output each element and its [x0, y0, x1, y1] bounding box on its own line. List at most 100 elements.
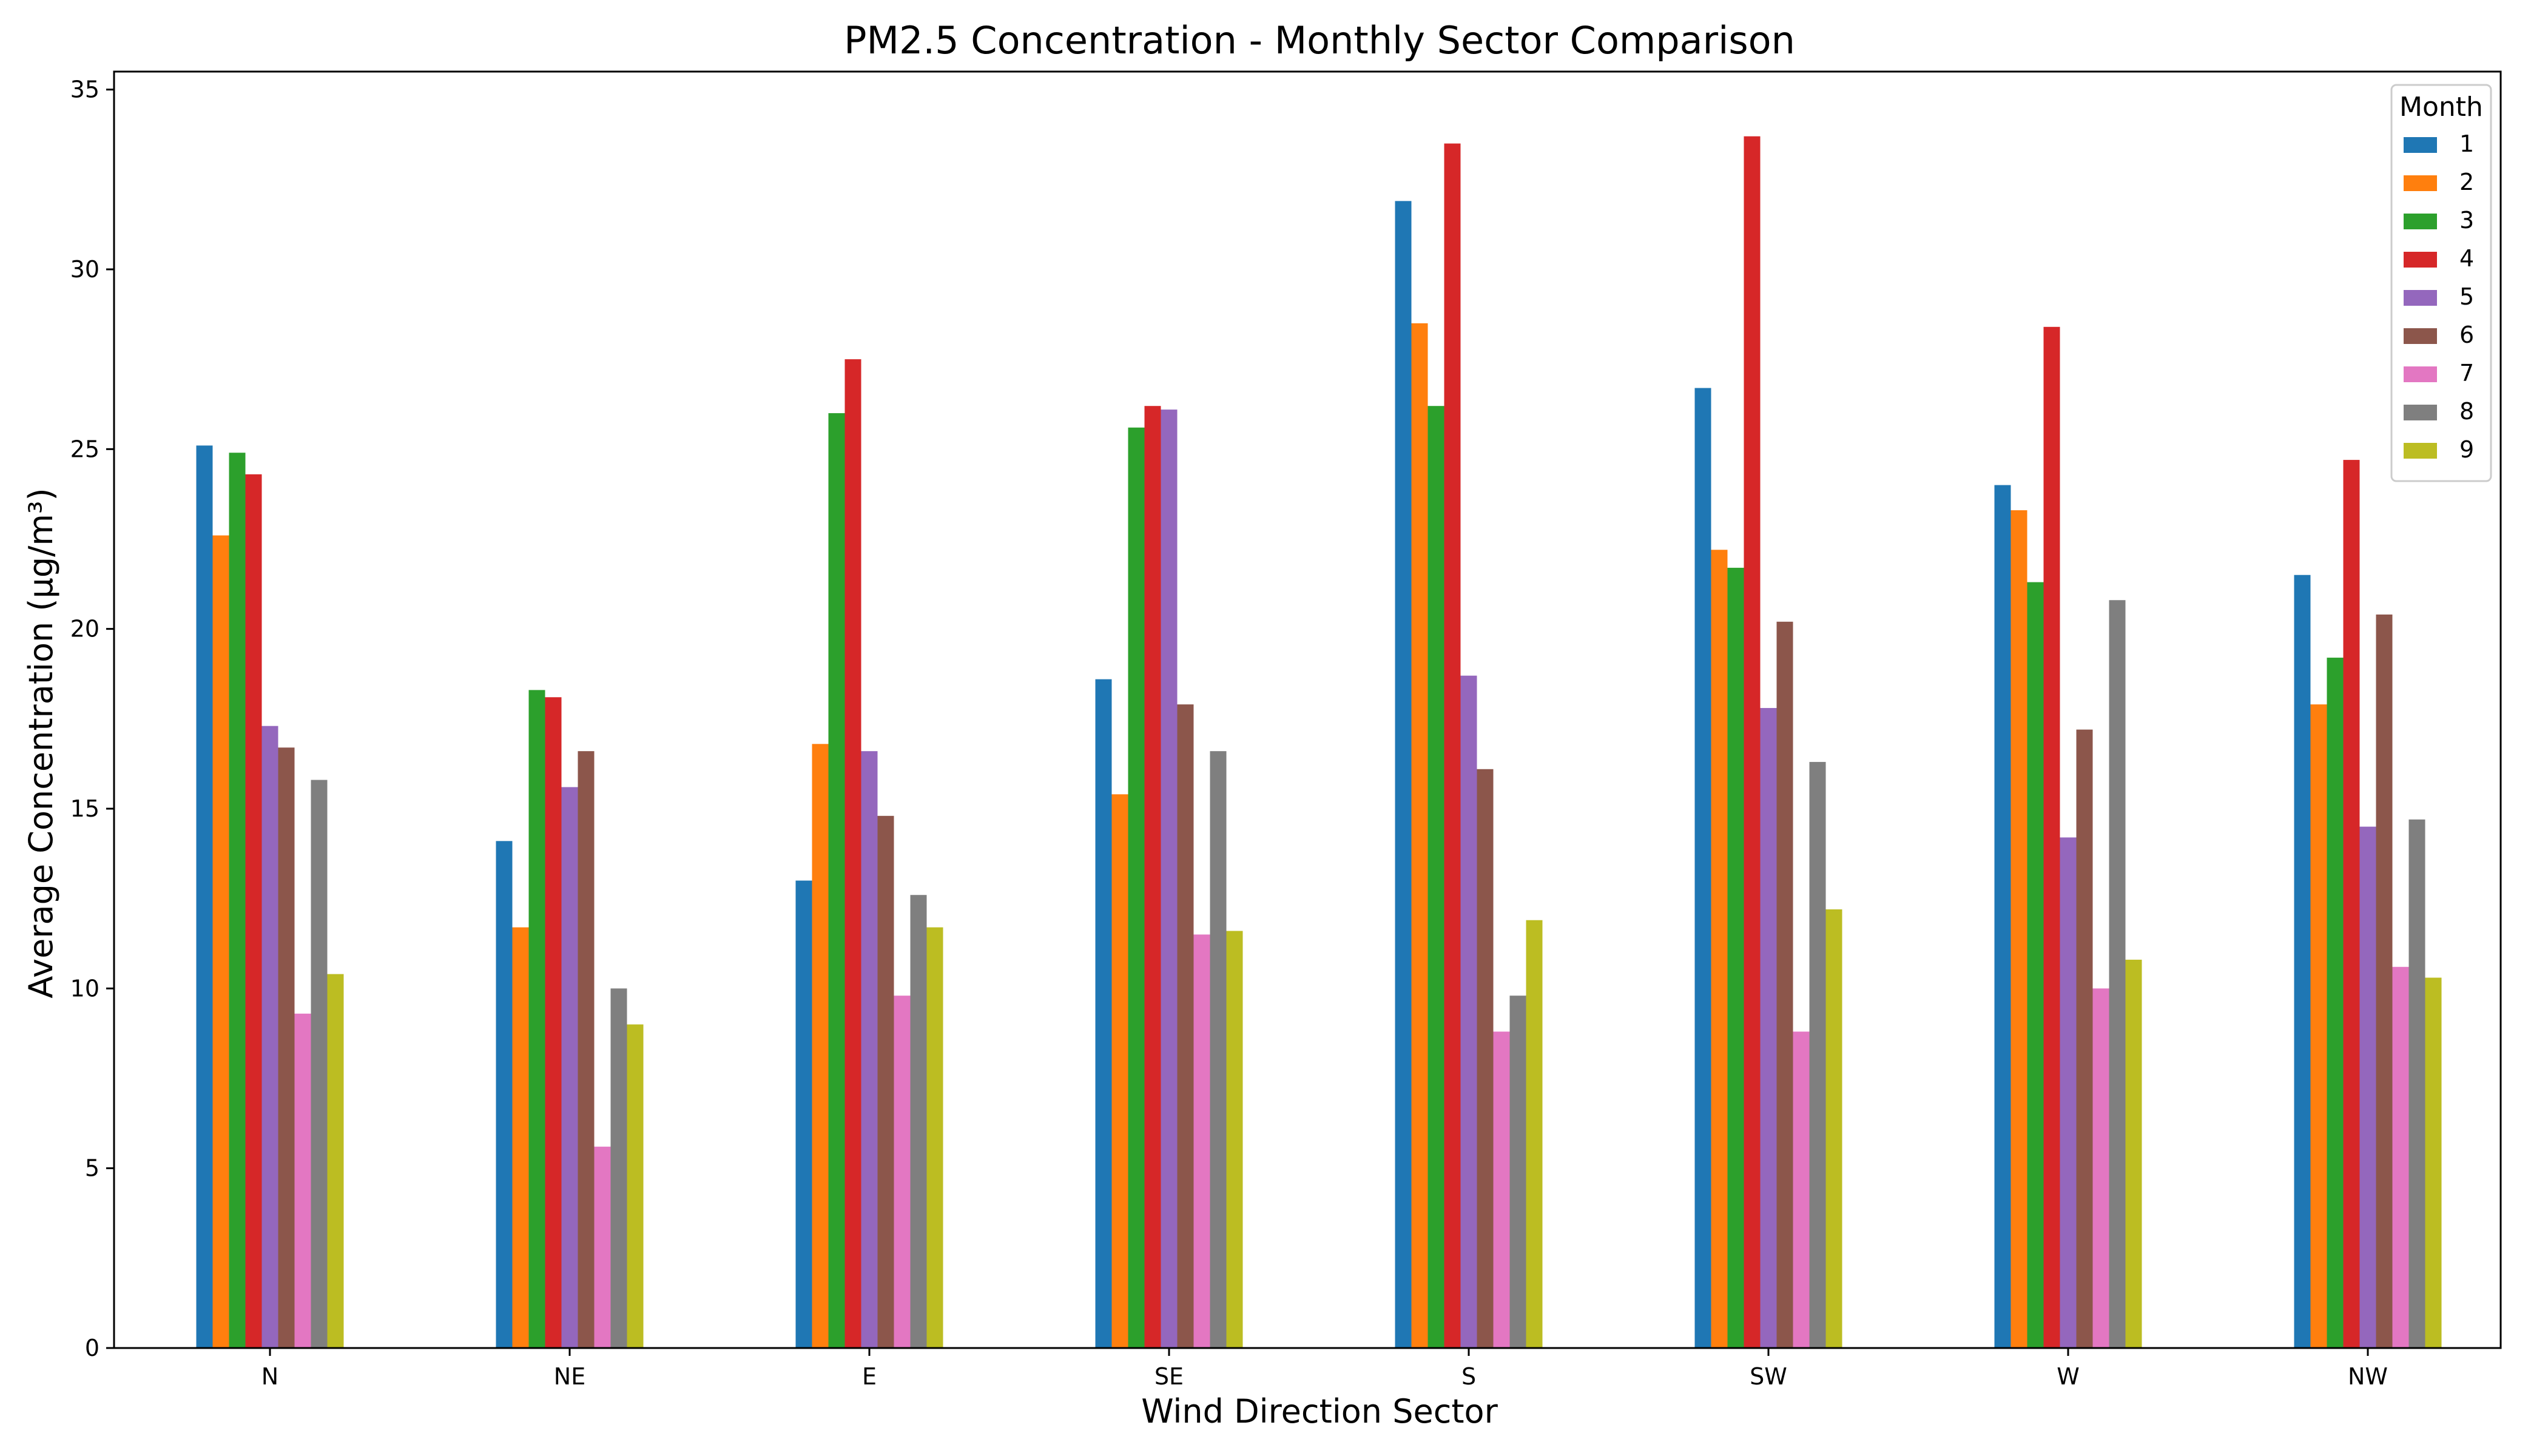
bar-month-5-nw: [2359, 826, 2376, 1348]
bar-month-4-e: [844, 359, 861, 1348]
bar-month-3-sw: [1727, 567, 1744, 1348]
legend-swatch-month-8: [2404, 405, 2437, 420]
bar-month-9-se: [1226, 931, 1243, 1348]
y-tick-label: 25: [70, 436, 99, 462]
bar-month-4-nw: [2343, 460, 2360, 1348]
legend-swatch-month-7: [2404, 366, 2437, 382]
y-tick-label: 35: [70, 76, 99, 103]
bar-month-1-nw: [2294, 575, 2311, 1348]
bar-month-5-n: [261, 726, 278, 1348]
legend-swatch-month-6: [2404, 328, 2437, 344]
bar-month-9-nw: [2425, 977, 2442, 1348]
bar-month-7-sw: [1793, 1031, 1810, 1348]
y-tick-label: 20: [70, 616, 99, 642]
bar-month-5-s: [1460, 675, 1477, 1348]
bar-month-9-n: [327, 974, 344, 1348]
bar-month-8-se: [1210, 751, 1227, 1348]
y-tick-label: 5: [85, 1155, 99, 1182]
x-tick-label-e: E: [862, 1363, 877, 1390]
bar-month-7-e: [894, 996, 911, 1348]
x-axis-label: Wind Direction Sector: [1141, 1392, 1498, 1431]
bar-month-2-s: [1411, 323, 1428, 1348]
bar-month-8-nw: [2408, 819, 2425, 1348]
bar-month-7-w: [2092, 988, 2109, 1348]
bar-month-2-n: [212, 535, 229, 1348]
bar-month-3-e: [828, 413, 845, 1348]
legend-label-month-8: 8: [2459, 398, 2474, 425]
bars-group: [196, 136, 2442, 1349]
bar-month-2-ne: [512, 927, 529, 1348]
bar-month-6-s: [1477, 769, 1494, 1348]
bar-month-4-n: [245, 474, 262, 1348]
legend: Month 1 2 3 4 5 6 7 8 9: [2390, 84, 2492, 482]
bar-month-7-s: [1493, 1031, 1510, 1348]
bar-month-9-w: [2125, 959, 2142, 1348]
bar-month-9-ne: [627, 1024, 644, 1348]
bar-month-2-sw: [1711, 550, 1728, 1348]
bar-month-7-se: [1193, 934, 1210, 1348]
y-tick-label: 15: [70, 795, 99, 822]
bar-month-3-nw: [2327, 658, 2344, 1348]
x-tick-label-nw: NW: [2348, 1363, 2388, 1390]
y-tick-label: 0: [85, 1335, 99, 1361]
x-tick-label-se: SE: [1154, 1363, 1184, 1390]
legend-swatch-month-9: [2404, 443, 2437, 459]
bar-month-8-w: [2109, 600, 2126, 1348]
bar-month-1-se: [1095, 679, 1112, 1348]
legend-label-month-7: 7: [2459, 360, 2474, 386]
bar-month-7-n: [294, 1013, 311, 1348]
bar-month-6-e: [877, 815, 894, 1348]
bar-month-7-nw: [2392, 966, 2409, 1348]
bar-month-1-e: [795, 880, 812, 1348]
x-tick-label-ne: NE: [554, 1363, 585, 1390]
chart-title: PM2.5 Concentration - Monthly Sector Com…: [844, 18, 1795, 62]
legend-label-month-1: 1: [2459, 130, 2474, 157]
bar-month-8-sw: [1809, 761, 1826, 1348]
bar-month-4-se: [1144, 406, 1161, 1349]
bar-month-8-e: [910, 895, 927, 1348]
bar-month-1-n: [196, 445, 213, 1348]
legend-swatch-month-1: [2404, 137, 2437, 153]
bar-month-3-n: [229, 453, 246, 1348]
bar-month-9-e: [926, 927, 943, 1348]
bar-month-1-w: [1994, 485, 2011, 1348]
plot-frame: [113, 70, 2502, 1349]
bar-month-1-s: [1395, 201, 1412, 1348]
bar-month-2-e: [812, 744, 829, 1348]
legend-title: Month: [2399, 92, 2483, 123]
bar-month-2-nw: [2310, 704, 2327, 1348]
bar-month-5-sw: [1760, 708, 1777, 1348]
bar-month-5-se: [1161, 410, 1178, 1348]
bar-month-4-w: [2043, 326, 2060, 1348]
legend-label-month-2: 2: [2459, 169, 2474, 195]
legend-label-month-6: 6: [2459, 322, 2474, 348]
bar-month-6-w: [2076, 729, 2093, 1348]
x-tick-label-sw: SW: [1750, 1363, 1787, 1390]
bar-month-6-sw: [1776, 621, 1793, 1348]
bar-month-9-sw: [1825, 909, 1842, 1348]
bar-month-6-se: [1177, 704, 1194, 1348]
x-tick-label-s: S: [1461, 1363, 1476, 1390]
bar-month-5-e: [861, 751, 878, 1348]
bar-month-3-ne: [528, 690, 545, 1348]
bar-month-7-ne: [594, 1147, 611, 1348]
bar-month-6-n: [278, 747, 295, 1348]
bar-month-8-ne: [610, 988, 627, 1348]
bar-month-5-ne: [561, 787, 578, 1348]
bar-month-6-nw: [2376, 614, 2393, 1349]
bar-month-4-ne: [545, 697, 562, 1348]
legend-label-month-9: 9: [2459, 436, 2474, 463]
bar-month-6-ne: [578, 751, 595, 1348]
y-tick-label: 30: [70, 256, 99, 283]
bar-month-9-s: [1526, 920, 1543, 1348]
legend-label-month-3: 3: [2459, 207, 2474, 234]
x-tick-label-n: N: [261, 1363, 278, 1390]
bar-month-4-s: [1444, 143, 1461, 1348]
bar-month-1-ne: [496, 841, 513, 1348]
x-tick-label-w: W: [2057, 1363, 2080, 1390]
bar-month-3-se: [1128, 427, 1145, 1348]
bar-month-5-w: [2060, 837, 2077, 1348]
bar-month-2-se: [1111, 794, 1128, 1348]
